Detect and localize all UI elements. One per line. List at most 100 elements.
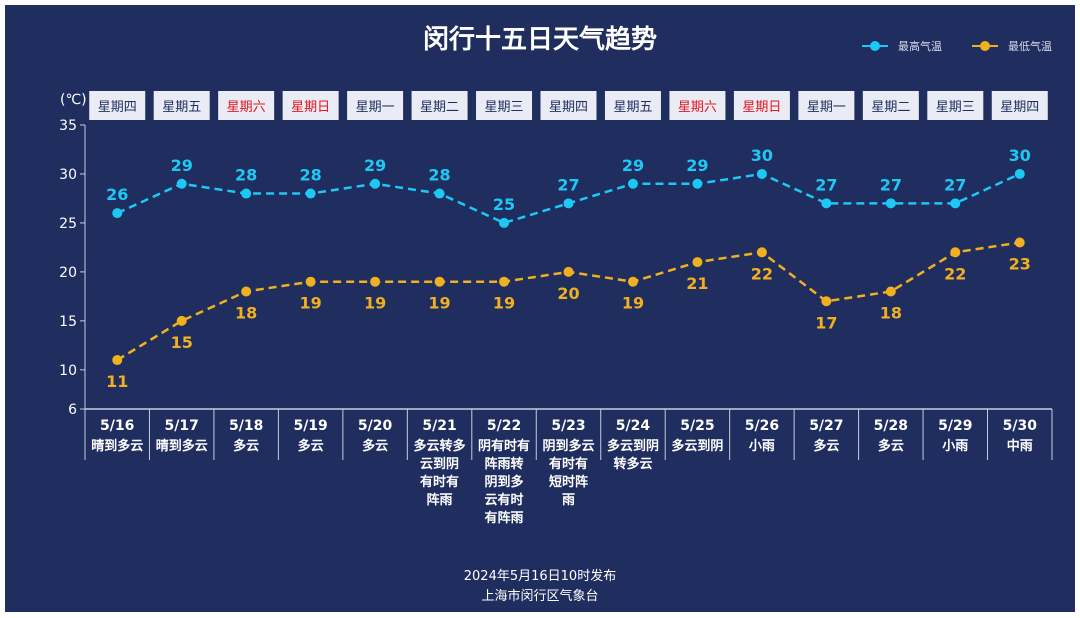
weekday-label: 星期二	[871, 100, 910, 115]
weather-label: 有时有	[549, 456, 588, 472]
weekday-box	[927, 91, 984, 120]
y-axis-unit: (℃)	[60, 92, 87, 108]
data-label: 27	[815, 175, 837, 194]
weekday-box	[282, 91, 339, 120]
weather-label: 多云转多	[414, 438, 466, 454]
weekday-box	[347, 91, 404, 120]
weather-label: 阵雨	[427, 492, 453, 508]
data-point	[885, 286, 896, 297]
weather-label: 多云	[233, 438, 259, 454]
data-label: 30	[1009, 146, 1031, 165]
data-point	[370, 178, 381, 189]
x-tick-label: 5/29	[938, 418, 972, 434]
data-label: 27	[944, 175, 966, 194]
weather-label: 有时有	[420, 474, 459, 490]
x-tick-label: 5/22	[487, 418, 521, 434]
data-point	[756, 168, 767, 179]
data-point	[241, 188, 252, 199]
data-point	[885, 198, 896, 209]
weekday-label: 星期二	[420, 100, 459, 115]
data-label: 29	[171, 156, 193, 175]
data-label: 11	[106, 372, 128, 391]
data-point	[370, 276, 381, 287]
weekday-label: 星期四	[549, 100, 588, 115]
x-tick-label: 5/18	[229, 418, 263, 434]
weather-label: 小雨	[942, 439, 968, 454]
weather-label: 晴到多云	[91, 438, 143, 454]
y-tick-label: 15	[59, 314, 77, 330]
data-label: 19	[428, 294, 450, 313]
x-tick-label: 5/26	[745, 418, 779, 434]
weather-label: 中雨	[1007, 438, 1033, 454]
weekday-label: 星期日	[742, 100, 781, 115]
weekday-box	[218, 91, 275, 120]
y-tick-label: 35	[59, 118, 77, 134]
x-tick-label: 5/20	[358, 418, 393, 434]
data-point	[821, 198, 832, 209]
x-tick-label: 5/23	[551, 418, 585, 434]
weather-label: 阴到多	[485, 474, 524, 490]
data-point	[950, 247, 961, 258]
data-point	[627, 178, 638, 189]
data-point	[627, 276, 638, 287]
x-tick-label: 5/24	[616, 418, 651, 434]
weather-label: 转多云	[613, 456, 652, 472]
data-point	[499, 217, 510, 228]
data-point	[434, 188, 445, 199]
data-label: 25	[493, 195, 515, 214]
weekday-label: 星期四	[98, 100, 137, 115]
data-label: 19	[300, 294, 322, 313]
weather-label: 雨	[562, 493, 575, 508]
weekday-box	[669, 91, 726, 120]
data-point	[563, 266, 574, 277]
data-label: 20	[557, 284, 579, 303]
data-label: 29	[364, 156, 386, 175]
weekday-box	[733, 91, 790, 120]
y-tick-label: 20	[59, 265, 77, 281]
weekday-label: 星期一	[807, 100, 846, 115]
legend-marker	[980, 41, 990, 51]
data-label: 28	[300, 166, 322, 185]
weather-label: 阴到多云	[542, 438, 594, 454]
weekday-label: 星期三	[485, 100, 524, 115]
weather-label: 阵雨转	[485, 456, 524, 472]
data-point	[305, 276, 316, 287]
data-label: 19	[622, 294, 644, 313]
weather-label: 多云	[362, 438, 388, 454]
data-point	[499, 276, 510, 287]
data-point	[563, 198, 574, 209]
x-tick-label: 5/19	[293, 418, 327, 434]
weather-label: 多云到阴	[607, 438, 659, 454]
data-point	[1014, 168, 1025, 179]
data-point	[112, 355, 123, 366]
weekday-box	[604, 91, 661, 120]
weekday-label: 星期五	[162, 100, 201, 115]
weekday-box	[89, 91, 146, 120]
issuer: 上海市闵行区气象台	[481, 588, 598, 604]
data-point	[692, 178, 703, 189]
data-label: 30	[751, 146, 773, 165]
data-label: 19	[364, 294, 386, 313]
weather-label: 云有时	[485, 492, 524, 508]
weather-label: 多云	[298, 438, 324, 454]
x-tick-label: 5/21	[422, 418, 456, 434]
data-label: 28	[235, 166, 257, 185]
data-label: 18	[235, 303, 257, 322]
data-label: 22	[751, 264, 773, 283]
weekday-label: 星期六	[227, 100, 266, 115]
weekday-box	[540, 91, 597, 120]
weekday-label: 星期三	[936, 100, 975, 115]
legend-marker	[870, 41, 880, 51]
weather-label: 晴到多云	[156, 438, 208, 454]
weather-label: 多云	[813, 438, 839, 454]
weekday-box	[153, 91, 210, 120]
x-tick-label: 5/17	[165, 418, 199, 434]
data-point	[112, 208, 123, 219]
weekday-box	[862, 91, 919, 120]
x-tick-label: 5/28	[874, 418, 908, 434]
data-point	[241, 286, 252, 297]
weather-label: 小雨	[749, 439, 775, 454]
x-tick-label: 5/16	[100, 418, 134, 434]
data-label: 29	[622, 156, 644, 175]
